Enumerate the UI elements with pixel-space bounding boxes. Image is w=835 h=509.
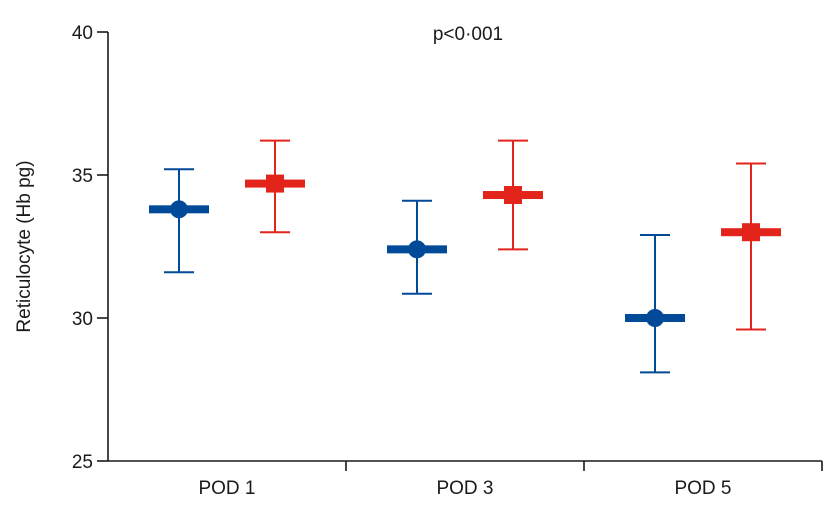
y-tick-label: 35 xyxy=(72,166,93,187)
data-point xyxy=(170,200,188,219)
data-point xyxy=(266,174,284,193)
data-point xyxy=(504,186,522,205)
data-marks xyxy=(149,139,781,374)
y-tick-label: 30 xyxy=(72,309,93,330)
y-tick-label: 25 xyxy=(72,452,93,473)
data-point xyxy=(408,240,426,259)
p-value-annotation: p<0·001 xyxy=(433,24,503,45)
y-axis-ticks: 25 30 35 40 xyxy=(72,23,108,473)
x-tick-label: POD 1 xyxy=(198,478,255,499)
y-axis-title: Reticulocyte (Hb pg) xyxy=(14,160,35,332)
x-axis-ticks: POD 1 POD 3 POD 5 xyxy=(198,461,823,499)
series-1 xyxy=(149,168,685,374)
x-tick-label: POD 3 xyxy=(436,478,493,499)
x-tick-label: POD 5 xyxy=(674,478,731,499)
data-point xyxy=(742,223,760,242)
y-tick-label: 40 xyxy=(72,23,93,44)
series-2 xyxy=(245,139,781,331)
data-point xyxy=(646,309,664,327)
